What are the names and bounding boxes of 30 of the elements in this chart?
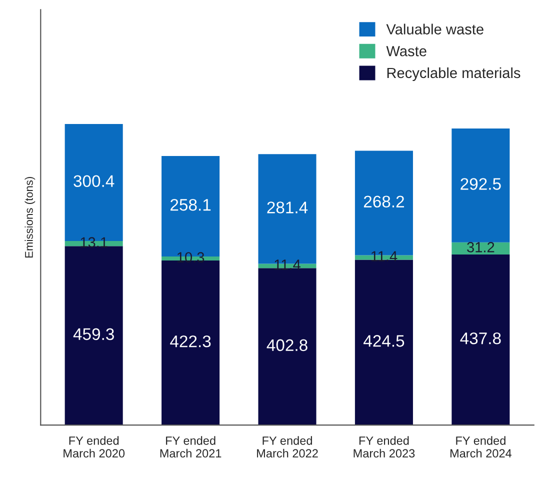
x-tick-label: FY ended March 2020 bbox=[64, 436, 125, 458]
data-label: 402.8 bbox=[266, 339, 308, 352]
bar bbox=[354, 260, 413, 426]
data-label: 10.3 bbox=[177, 252, 204, 262]
y-axis-title: Emissions (tons) bbox=[24, 176, 36, 258]
x-tick-label: FY ended March 2024 bbox=[450, 436, 512, 458]
bar bbox=[64, 246, 123, 426]
bar bbox=[258, 268, 316, 426]
legend-label: Recyclable materials bbox=[387, 67, 520, 82]
data-label: 13.1 bbox=[80, 237, 108, 248]
bar bbox=[162, 260, 220, 426]
legend-label: Waste bbox=[386, 46, 426, 56]
x-tick-label: FY ended March 2021 bbox=[160, 436, 222, 458]
data-label: 268.2 bbox=[364, 196, 404, 208]
data-label: 281.4 bbox=[267, 202, 308, 214]
bar bbox=[452, 254, 510, 426]
data-label: 11.4 bbox=[371, 251, 398, 262]
data-label: 292.5 bbox=[460, 178, 501, 190]
data-label: 424.5 bbox=[364, 335, 404, 347]
data-label: 437.8 bbox=[460, 332, 501, 344]
data-label: 300.4 bbox=[74, 175, 114, 188]
data-label: 258.1 bbox=[170, 198, 211, 211]
x-tick-label: FY ended March 2022 bbox=[257, 436, 318, 458]
legend-label: Valuable waste bbox=[386, 24, 484, 34]
data-label: 459.3 bbox=[73, 328, 114, 340]
data-label: 31.2 bbox=[467, 242, 494, 252]
bar bbox=[452, 128, 510, 242]
data-label: 422.3 bbox=[170, 335, 211, 348]
data-label: 11.4 bbox=[274, 260, 300, 270]
x-tick-label: FY ended March 2023 bbox=[354, 436, 415, 458]
